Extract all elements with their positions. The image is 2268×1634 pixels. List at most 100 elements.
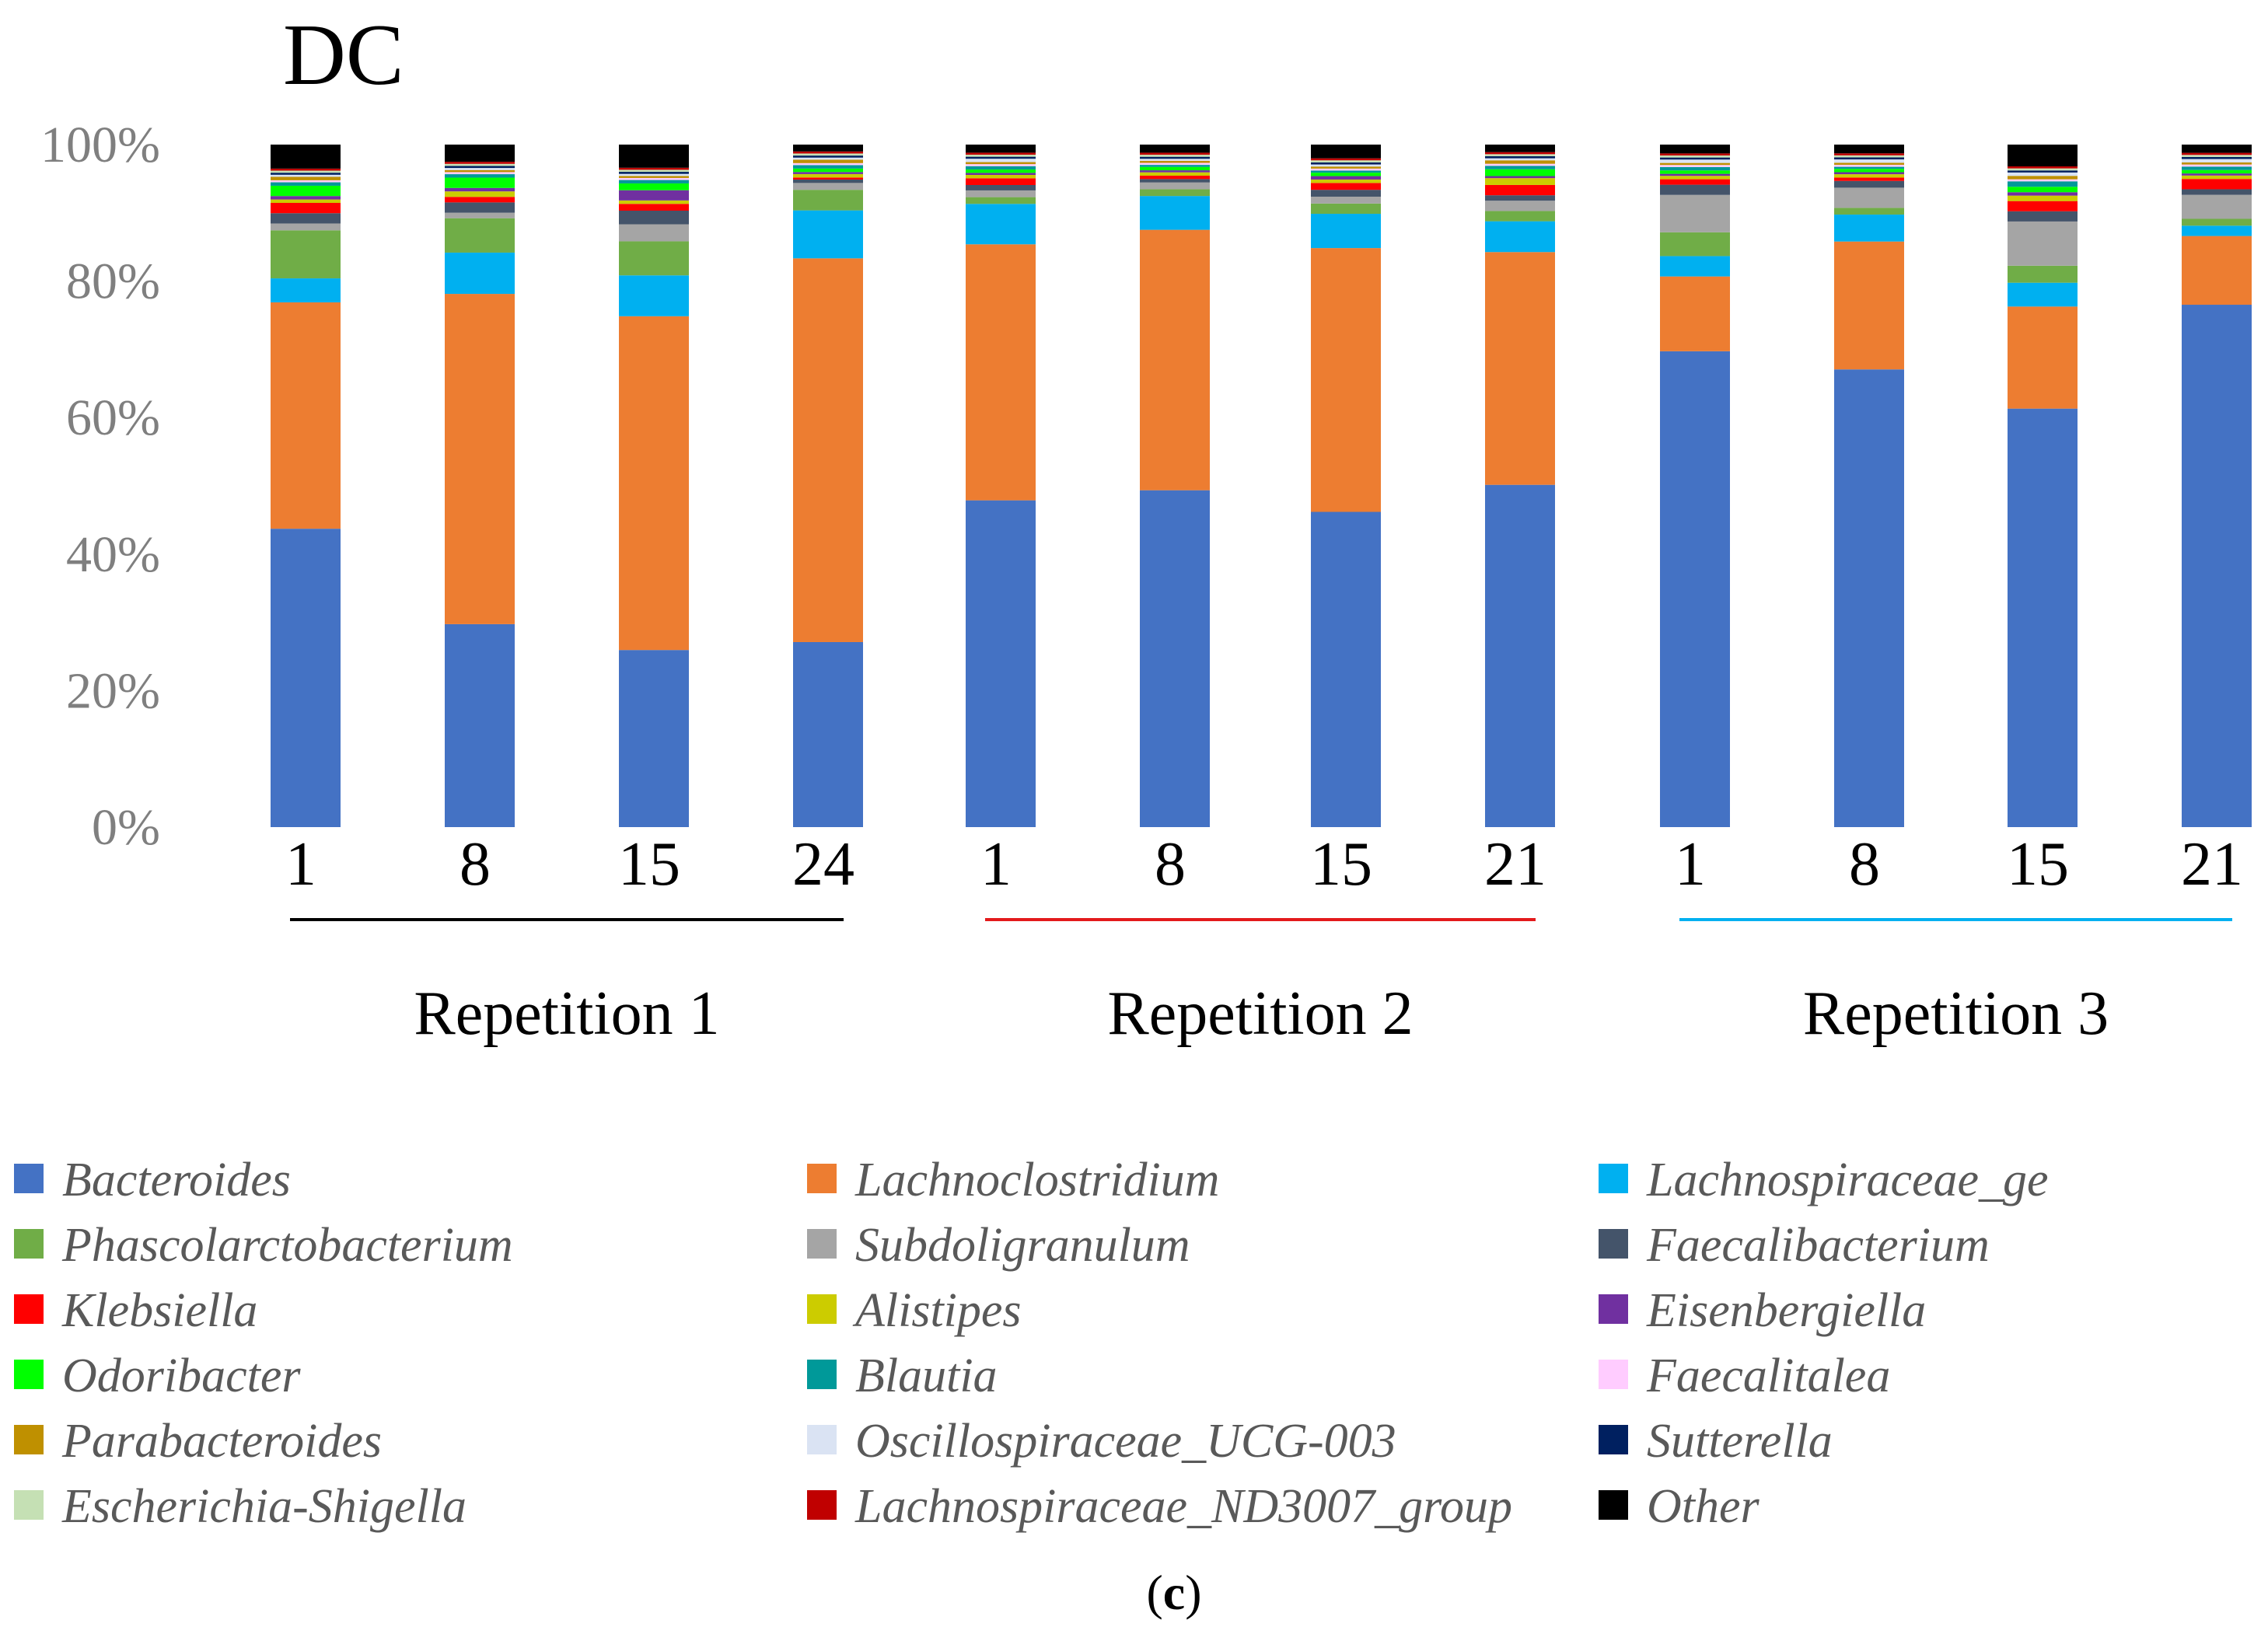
legend-label: Klebsiella (61, 1284, 257, 1337)
bar-segment (271, 199, 341, 204)
group-label: Repetition 3 (1803, 979, 2109, 1048)
bar-segment (793, 210, 863, 259)
bar-segment (966, 197, 1036, 204)
bar-segment (2182, 155, 2252, 157)
group-labels: Repetition 1 Repetition 2 Repetition 3 (290, 918, 2232, 1048)
bar-segment (1311, 168, 1381, 171)
legend-item: Blautia (807, 1349, 998, 1402)
bar-segment (793, 179, 863, 183)
bar-segment (619, 145, 689, 168)
bar-segment (1485, 484, 1555, 827)
bar-segment (1485, 252, 1555, 485)
legend-item: Sutterella (1599, 1415, 1833, 1468)
bar-segment (2182, 164, 2252, 167)
bar-segment (271, 203, 341, 214)
bar-segment (1311, 176, 1381, 180)
bar-segment (793, 173, 863, 178)
legend-label: Faecalibacterium (1646, 1219, 1990, 1272)
bar-segment (619, 224, 689, 242)
x-tick-label: 15 (618, 830, 680, 899)
bar-segment (2008, 181, 2078, 187)
legend-label: Phascolarctobacterium (61, 1219, 513, 1272)
legend-item: Phascolarctobacterium (14, 1219, 513, 1272)
bar-segment (966, 145, 1036, 153)
bar-segment (793, 151, 863, 154)
bar-segment (445, 252, 515, 295)
bar-segment (1485, 221, 1555, 253)
bar-segment (445, 172, 515, 175)
bar-segment (1834, 172, 1904, 175)
bar-segment (2182, 169, 2252, 174)
bar-segment (2182, 156, 2252, 159)
bar-segment (2182, 305, 2252, 827)
bar-segment (966, 152, 1036, 155)
bar-segment (1660, 256, 1730, 277)
bar-segment (271, 529, 341, 827)
bar-segment (2182, 225, 2252, 236)
legend-item: Subdoligranulum (807, 1219, 1190, 1272)
bar-segment (793, 190, 863, 211)
legend-item: Lachnospiraceae_ge (1599, 1154, 2049, 1206)
bar-segment (1140, 156, 1210, 159)
bar-segment (1140, 162, 1210, 166)
legend-item: Odoribacter (14, 1349, 301, 1402)
bar-segment (793, 157, 863, 160)
bar-segment (793, 159, 863, 163)
bar-segment (2008, 408, 2078, 827)
bar-segment (271, 196, 341, 200)
x-tick-label: 21 (2181, 830, 2243, 899)
x-tick-label: 24 (792, 830, 854, 899)
bar-segment (619, 241, 689, 276)
bar-segment (1311, 203, 1381, 215)
bar-segment (1140, 189, 1210, 197)
bar-segment (271, 145, 341, 169)
bar-segment (1485, 163, 1555, 166)
bar-segment (1485, 145, 1555, 152)
bar-segment (2182, 159, 2252, 162)
bar-segment (445, 202, 515, 213)
legend-swatch (1599, 1490, 1628, 1520)
bar-segment (2008, 187, 2078, 193)
bar-segment (271, 278, 341, 302)
bar-segment (271, 180, 341, 183)
legend-swatch (14, 1294, 44, 1324)
bar-segment (445, 145, 515, 162)
bar-segment (1834, 157, 1904, 160)
bar-segment (966, 244, 1036, 501)
bar-segment (1485, 155, 1555, 159)
legend-label: Lachnospiraceae_ge (1646, 1154, 2049, 1206)
bar-segment (1485, 158, 1555, 161)
legend-swatch (14, 1229, 44, 1259)
legend-swatch (14, 1490, 44, 1520)
bar-segment (2008, 201, 2078, 211)
bar-segment (2182, 166, 2252, 170)
bar-stack (1660, 145, 1730, 827)
bar-segment (966, 166, 1036, 170)
legend-label: Oscillospiraceae_UCG-003 (855, 1415, 1396, 1468)
bar-segment (1140, 160, 1210, 163)
legend-swatch (807, 1294, 837, 1324)
bar-segment (2182, 152, 2252, 155)
bar-segment (793, 145, 863, 152)
bar-segment (1311, 511, 1381, 827)
bar-stack (271, 145, 341, 827)
bar-segment (793, 258, 863, 642)
bar-segment (271, 176, 341, 180)
bar-segment (1311, 183, 1381, 190)
bar-segment (445, 177, 515, 188)
chart-title: DC (283, 7, 404, 103)
bar-segment (1140, 155, 1210, 157)
bar-segment (1834, 166, 1904, 169)
bar-segment (619, 316, 689, 651)
bar-segment (1660, 194, 1730, 232)
bar-segment (619, 204, 689, 211)
bar-segment (1140, 490, 1210, 827)
bar-segment (1660, 162, 1730, 166)
legend-label: Faecalitalea (1646, 1349, 1890, 1402)
legend-swatch (1599, 1360, 1628, 1389)
bar-segment (1660, 179, 1730, 185)
y-axis: 0% 20% 40% 60% 80% 100% (40, 117, 160, 856)
bar-segment (2182, 194, 2252, 219)
bar-segment (1140, 229, 1210, 491)
